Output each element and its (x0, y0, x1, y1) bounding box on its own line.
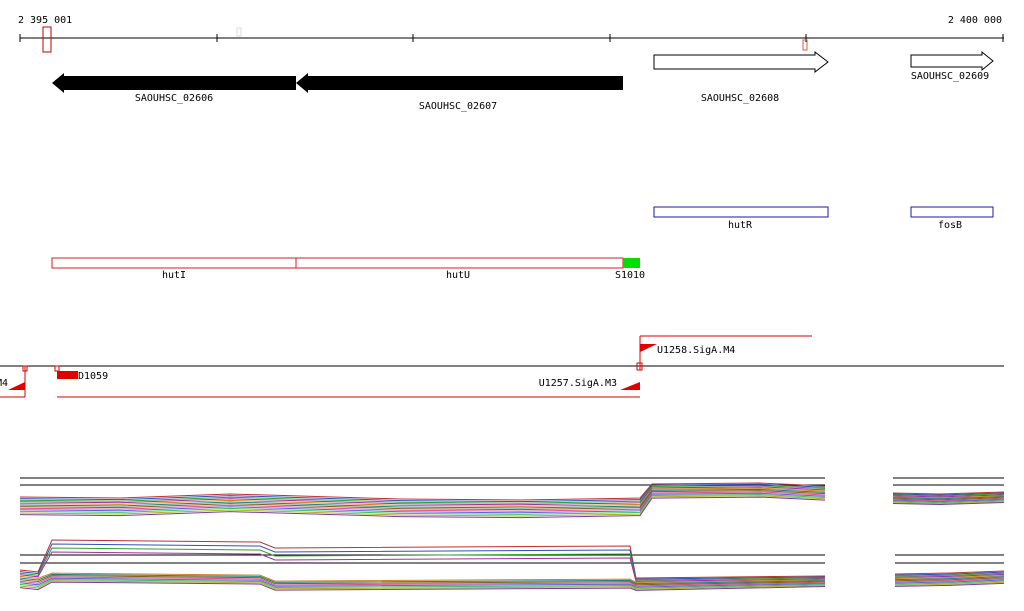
expression-line (892, 501, 1005, 505)
marker (802, 39, 808, 51)
expression-line (894, 576, 1005, 581)
expression-line (19, 495, 826, 517)
gene-label: SAOUHSC_02609 (911, 71, 989, 82)
expression-line (19, 572, 826, 583)
operon-box[interactable] (623, 258, 640, 268)
expression-line (19, 496, 826, 519)
annotation-label: hutR (728, 220, 753, 231)
annotation-label: fosB (938, 220, 962, 231)
marker (636, 362, 643, 371)
ruler: 2 395 001 2 400 000 (18, 15, 1004, 53)
expression-line (19, 491, 826, 512)
gene-arrow[interactable] (296, 73, 623, 93)
annotation-track: hutR fosB (653, 206, 994, 231)
expression-line (892, 495, 1005, 499)
expression-line (19, 486, 826, 506)
tss-label: U1257.SigA.M3 (539, 378, 617, 389)
expression-line (894, 574, 1005, 579)
gene-arrow[interactable] (52, 73, 296, 93)
expression-line (894, 582, 1005, 587)
annotation-box[interactable] (653, 206, 829, 218)
expression-line (894, 579, 1005, 584)
tss-label: D1059 (78, 371, 108, 382)
expression-line (892, 491, 1005, 495)
tss-flag[interactable] (620, 382, 640, 390)
expression-line (892, 498, 1005, 502)
annotation-box[interactable] (910, 206, 994, 218)
tss-label: U1258.SigA.M4 (657, 345, 735, 356)
marker (236, 27, 242, 37)
expression-line (894, 578, 1005, 583)
expression-track (19, 477, 1005, 591)
expression-line (892, 502, 1005, 506)
expression-line (19, 551, 826, 582)
expression-line (894, 577, 1005, 582)
expression-line (19, 579, 826, 589)
gene-label: SAOUHSC_02608 (701, 93, 779, 104)
expression-line (19, 494, 826, 515)
marker (22, 365, 28, 372)
operon-label: hutU (446, 270, 470, 281)
expression-line (19, 580, 826, 590)
expression-line (892, 494, 1005, 498)
expression-line (19, 575, 826, 586)
tss-label: M4 (0, 378, 8, 389)
expression-line (892, 499, 1005, 503)
expression-line (19, 577, 826, 588)
expression-line (894, 573, 1005, 578)
expression-line (19, 576, 826, 587)
expression-line (892, 500, 1005, 504)
tss-flag[interactable] (8, 382, 25, 390)
expression-line (19, 492, 826, 514)
expression-line (894, 581, 1005, 586)
expression-line (19, 490, 826, 511)
expression-line (19, 482, 826, 501)
expression-line (892, 496, 1005, 500)
expression-line (19, 485, 826, 504)
ruler-start: 2 395 001 (18, 15, 72, 26)
expression-line (894, 571, 1005, 576)
expression-line (892, 492, 1005, 496)
expression-line (894, 572, 1005, 577)
tss-flag[interactable] (640, 344, 657, 352)
expression-line (19, 581, 826, 591)
expression-line (892, 497, 1005, 501)
gene-track: SAOUHSC_02606 SAOUHSC_02607 SAOUHSC_0260… (52, 50, 994, 112)
tss-box[interactable] (57, 371, 78, 379)
tss-track: M4 D1059 U1257.SigA.M3 U1258.SigA.M4 (0, 335, 1004, 398)
expression-line (892, 493, 1005, 497)
expression-line (19, 487, 826, 507)
expression-line (19, 483, 826, 503)
operon-label: hutI (162, 270, 186, 281)
gene-arrow[interactable] (653, 50, 829, 74)
ruler-end: 2 400 000 (948, 15, 1002, 26)
gene-arrow[interactable] (910, 50, 994, 72)
marker (42, 26, 52, 53)
gene-label: SAOUHSC_02606 (135, 93, 213, 104)
gene-label: SAOUHSC_02607 (419, 101, 497, 112)
expression-line (894, 580, 1005, 585)
expression-line (19, 573, 826, 585)
operon-label: S1010 (615, 270, 645, 281)
operon-track: hutI hutU S1010 (51, 257, 645, 281)
expression-line (894, 570, 1005, 575)
expression-line (19, 488, 826, 509)
